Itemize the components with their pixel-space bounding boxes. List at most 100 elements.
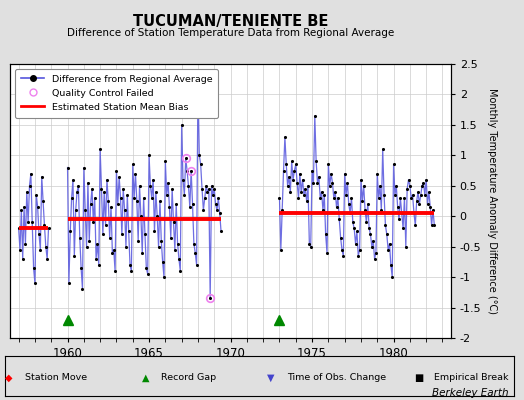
- Point: [395, 216, 403, 222]
- Point: [196, 161, 205, 168]
- Point: [294, 195, 303, 201]
- Point: [214, 195, 223, 201]
- Point: [211, 201, 220, 207]
- Point: [338, 246, 346, 253]
- Point: [104, 198, 113, 204]
- Point: [339, 253, 347, 259]
- Point: [288, 158, 296, 165]
- Point: [35, 231, 43, 238]
- Point: [125, 228, 133, 235]
- Point: [323, 250, 331, 256]
- Point: [92, 256, 100, 262]
- Point: [158, 259, 167, 265]
- Point: [215, 210, 224, 216]
- Point: [217, 228, 225, 235]
- Point: [21, 240, 30, 247]
- Point: [101, 222, 110, 228]
- Point: [396, 195, 405, 201]
- Point: [190, 240, 198, 247]
- Point: [332, 204, 341, 210]
- Point: [139, 195, 148, 201]
- Point: [160, 274, 168, 280]
- Point: [23, 189, 31, 195]
- Point: [84, 180, 92, 186]
- Point: [96, 146, 104, 152]
- Point: [414, 189, 422, 195]
- Point: [39, 198, 47, 204]
- Text: ▼: ▼: [267, 373, 275, 383]
- Point: [385, 240, 394, 247]
- Point: [142, 265, 150, 271]
- Point: [194, 79, 202, 86]
- Point: [315, 174, 323, 180]
- Point: [291, 161, 300, 168]
- Point: [417, 192, 425, 198]
- Point: [419, 180, 428, 186]
- Point: [350, 225, 358, 232]
- Point: [346, 210, 354, 216]
- Point: [162, 192, 171, 198]
- Point: [319, 207, 327, 213]
- Point: [114, 201, 122, 207]
- Point: [82, 244, 91, 250]
- Point: [302, 198, 311, 204]
- Point: [137, 213, 145, 220]
- Point: [401, 244, 410, 250]
- Point: [213, 207, 221, 213]
- Point: [127, 268, 136, 274]
- Point: [421, 192, 429, 198]
- Point: [201, 195, 209, 201]
- Point: [70, 253, 79, 259]
- Point: [426, 204, 434, 210]
- Point: [86, 201, 95, 207]
- Point: [343, 180, 352, 186]
- Point: [156, 198, 164, 204]
- Point: [354, 253, 363, 259]
- Point: [318, 189, 326, 195]
- Point: [411, 222, 420, 228]
- Point: [309, 180, 318, 186]
- Point: [202, 182, 210, 189]
- Point: [27, 170, 35, 177]
- Point: [81, 207, 90, 213]
- Point: [74, 182, 83, 189]
- Point: [301, 186, 310, 192]
- Point: [407, 195, 416, 201]
- Point: [206, 295, 214, 302]
- Point: [68, 195, 76, 201]
- Point: [110, 246, 118, 253]
- Point: [138, 250, 146, 256]
- Point: [297, 189, 305, 195]
- Point: [99, 231, 107, 238]
- Point: [392, 182, 400, 189]
- Point: [305, 240, 313, 247]
- Point: [353, 228, 361, 235]
- Point: [91, 195, 99, 201]
- Y-axis label: Monthly Temperature Anomaly Difference (°C): Monthly Temperature Anomaly Difference (…: [487, 88, 497, 314]
- Point: [38, 174, 46, 180]
- Point: [132, 170, 140, 177]
- Point: [406, 182, 414, 189]
- Point: [17, 207, 26, 213]
- Point: [368, 244, 376, 250]
- Point: [31, 280, 39, 286]
- Point: [403, 186, 411, 192]
- Point: [151, 189, 160, 195]
- Point: [173, 240, 182, 247]
- Point: [199, 207, 208, 213]
- Point: [93, 240, 102, 247]
- Point: [126, 262, 134, 268]
- Point: [198, 186, 206, 192]
- Point: [122, 244, 130, 250]
- Point: [278, 207, 287, 213]
- Point: [369, 237, 377, 244]
- Text: ▲: ▲: [141, 373, 149, 383]
- Point: [348, 219, 357, 226]
- Point: [111, 268, 119, 274]
- Point: [112, 167, 121, 174]
- Point: [210, 186, 219, 192]
- Point: [289, 176, 297, 183]
- Point: [75, 234, 84, 241]
- Point: [41, 244, 50, 250]
- Point: [45, 225, 53, 232]
